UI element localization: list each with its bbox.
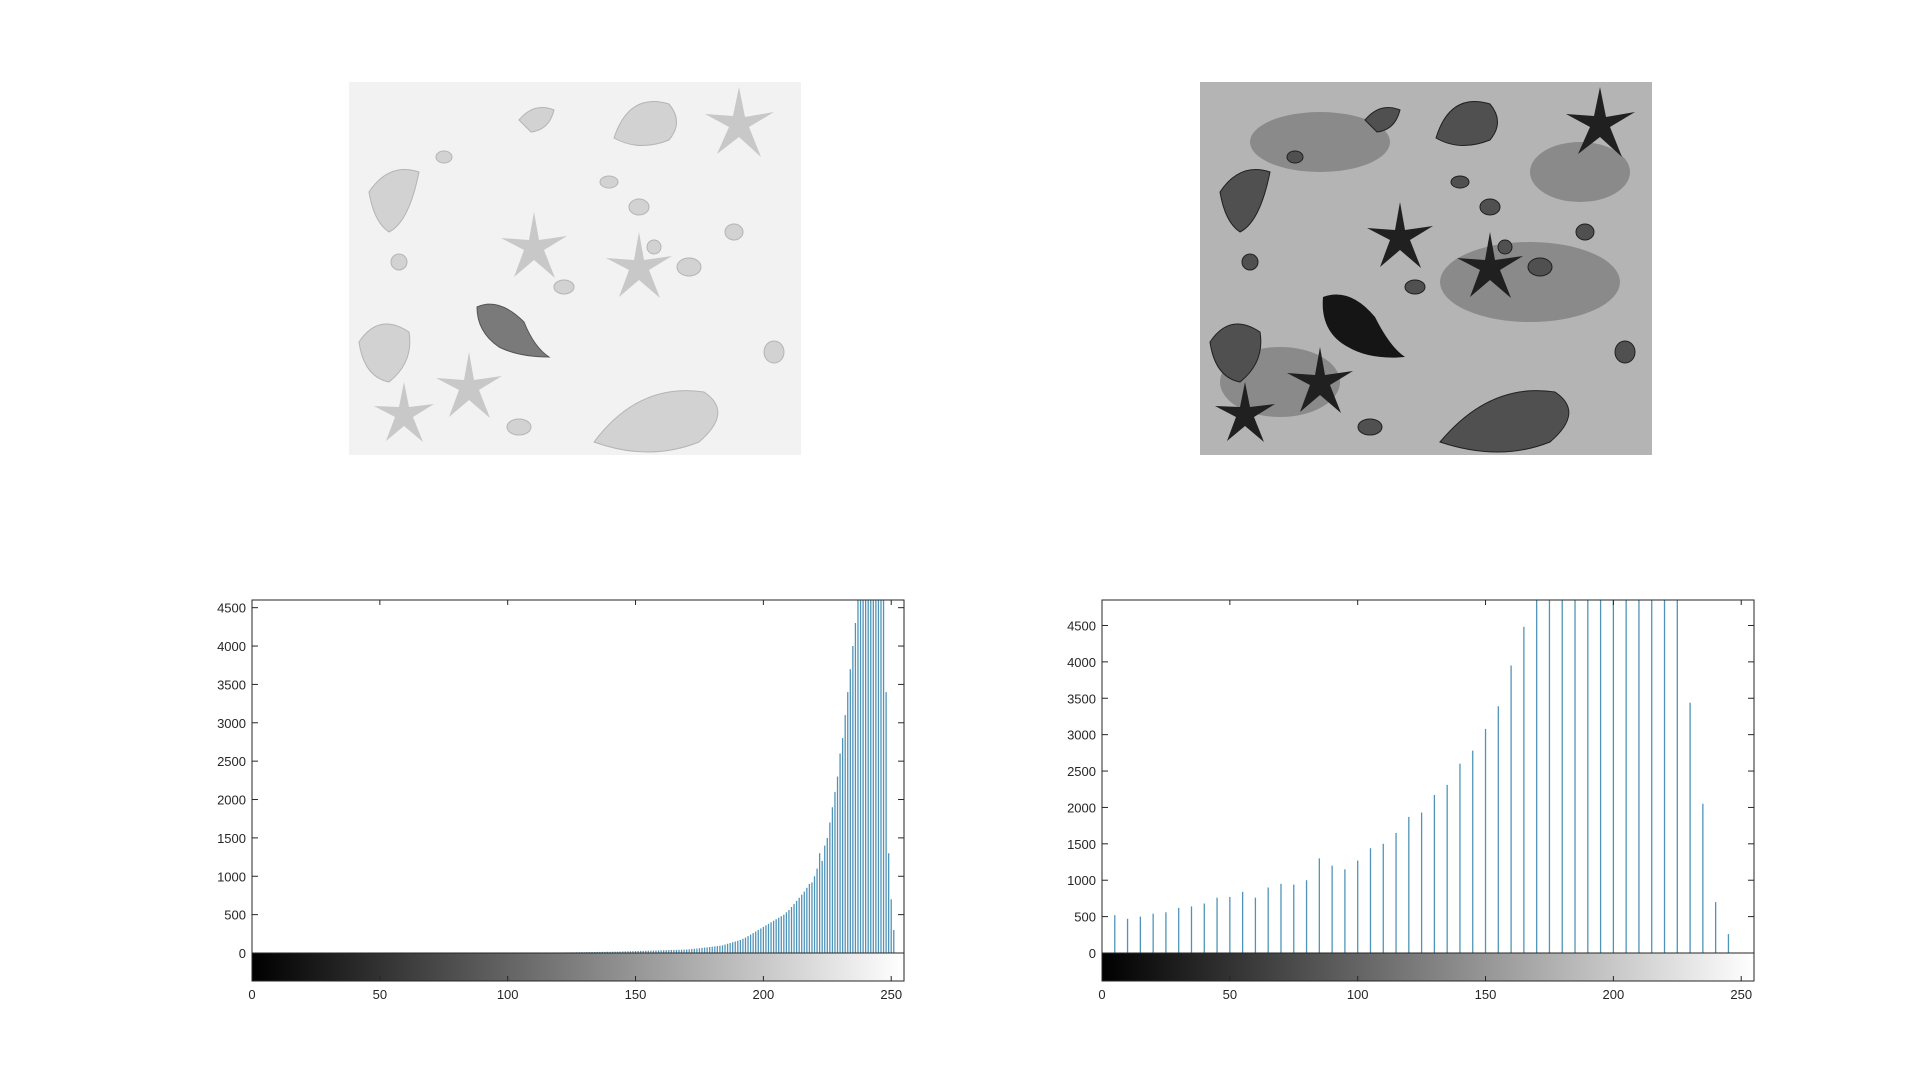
histogram-right-axes-box <box>1101 599 1755 954</box>
histogram-left-xtick-label: 100 <box>497 987 519 1002</box>
histogram-right-grayscale-colorbar <box>1101 952 1755 982</box>
histogram-left-ytick-label: 3500 <box>217 677 246 692</box>
histogram-left-ytick-label: 4000 <box>217 639 246 654</box>
histogram-left-ytick-label: 500 <box>224 908 246 923</box>
histogram-left-chart: 0 500 1000 1500 2000 2500 3000 3500 4000 4500 0 50 1… <box>217 599 905 1002</box>
histogram-right-xtick-label: 50 <box>1223 987 1237 1002</box>
histogram-right: 0 500 1000 1500 2000 2500 3000 3500 4000 4500 0 50 1… <box>1045 590 1775 1002</box>
histogram-left-xtick-label: 200 <box>753 987 775 1002</box>
histogram-right-ytick-label: 1000 <box>1067 873 1096 888</box>
histogram-right-ytick-label: 4000 <box>1067 655 1096 670</box>
histogram-left-xtick-label: 50 <box>373 987 387 1002</box>
histogram-left-ytick-label: 1000 <box>217 869 246 884</box>
low-contrast-shells-image <box>349 82 801 455</box>
histogram-right-xtick-label: 200 <box>1603 987 1625 1002</box>
equalized-shells-image <box>1200 82 1652 455</box>
histogram-left-xtick-label: 150 <box>625 987 647 1002</box>
histogram-right-xtick-label: 250 <box>1730 987 1752 1002</box>
histogram-right-ytick-label: 0 <box>1089 946 1096 961</box>
histogram-right-ytick-label: 1500 <box>1067 837 1096 852</box>
histogram-left-ytick-label: 3000 <box>217 716 246 731</box>
histogram-left-grayscale-colorbar <box>251 952 905 982</box>
histogram-left: 0 500 1000 1500 2000 2500 3000 3500 4000 4500 0 50 1… <box>195 590 925 1002</box>
histogram-right-ytick-label: 3500 <box>1067 691 1096 706</box>
histogram-left-ytick-label: 4500 <box>217 601 246 616</box>
histogram-left-ytick-label: 1500 <box>217 831 246 846</box>
histogram-right-ytick-label: 500 <box>1074 910 1096 925</box>
histogram-left-xtick-label: 0 <box>248 987 255 1002</box>
histogram-right-ytick-label: 4500 <box>1067 618 1096 633</box>
histogram-right-xtick-label: 150 <box>1475 987 1497 1002</box>
histogram-left-ytick-label: 0 <box>239 946 246 961</box>
histogram-right-xtick-label: 0 <box>1098 987 1105 1002</box>
histogram-left-ytick-label: 2000 <box>217 793 246 808</box>
histogram-right-xtick-label: 100 <box>1347 987 1369 1002</box>
histogram-left-ytick-label: 2500 <box>217 754 246 769</box>
histogram-right-ytick-label: 2000 <box>1067 800 1096 815</box>
histogram-right-ytick-label: 2500 <box>1067 764 1096 779</box>
histogram-left-xtick-label: 250 <box>880 987 902 1002</box>
histogram-right-ytick-label: 3000 <box>1067 728 1096 743</box>
histogram-right-chart: 0 500 1000 1500 2000 2500 3000 3500 4000 4500 0 50 1… <box>1067 599 1755 1002</box>
